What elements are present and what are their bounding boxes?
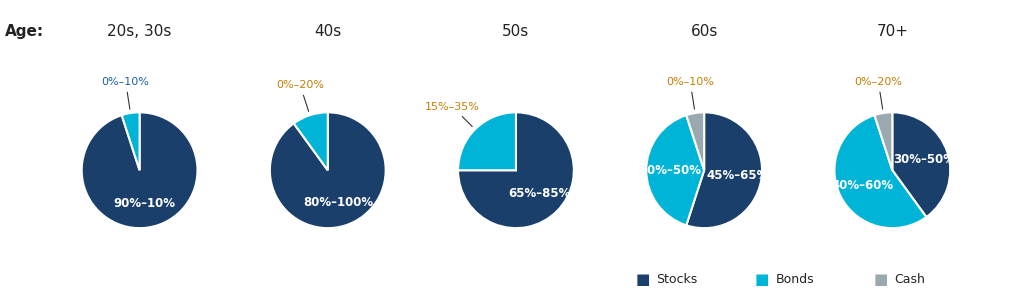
Wedge shape (270, 112, 386, 228)
Text: 30%–50%: 30%–50% (640, 164, 702, 177)
Text: 15%–35%: 15%–35% (425, 102, 480, 126)
Text: ■: ■ (874, 272, 888, 287)
Text: 0%–10%: 0%–10% (101, 77, 150, 109)
Text: 45%–65%: 45%–65% (706, 169, 768, 182)
Wedge shape (687, 112, 762, 228)
Text: 50s: 50s (503, 24, 529, 39)
Text: 90%–10%: 90%–10% (114, 197, 176, 210)
Text: Stocks: Stocks (657, 273, 698, 286)
Text: 65%–85%: 65%–85% (509, 188, 571, 200)
Text: 0%–20%: 0%–20% (854, 77, 903, 109)
Wedge shape (458, 112, 574, 228)
Wedge shape (294, 112, 328, 170)
Text: 0%–10%: 0%–10% (666, 77, 714, 109)
Wedge shape (458, 112, 516, 170)
Text: 0%–20%: 0%–20% (276, 80, 324, 112)
Text: 60s: 60s (691, 24, 718, 39)
Text: Cash: Cash (894, 273, 925, 286)
Wedge shape (122, 112, 140, 170)
Wedge shape (834, 115, 926, 228)
Text: 80%–100%: 80%–100% (303, 196, 373, 209)
Text: 30%–50%: 30%–50% (893, 153, 955, 166)
Text: ■: ■ (636, 272, 650, 287)
Text: ■: ■ (755, 272, 769, 287)
Text: 70+: 70+ (877, 24, 908, 39)
Text: 40%–60%: 40%–60% (831, 179, 893, 192)
Text: Age:: Age: (5, 24, 44, 39)
Text: 40s: 40s (314, 24, 341, 39)
Wedge shape (875, 112, 892, 170)
Wedge shape (82, 112, 197, 228)
Wedge shape (892, 112, 950, 217)
Text: 20s, 30s: 20s, 30s (108, 24, 172, 39)
Wedge shape (646, 115, 704, 225)
Text: Bonds: Bonds (776, 273, 814, 286)
Wedge shape (687, 112, 704, 170)
